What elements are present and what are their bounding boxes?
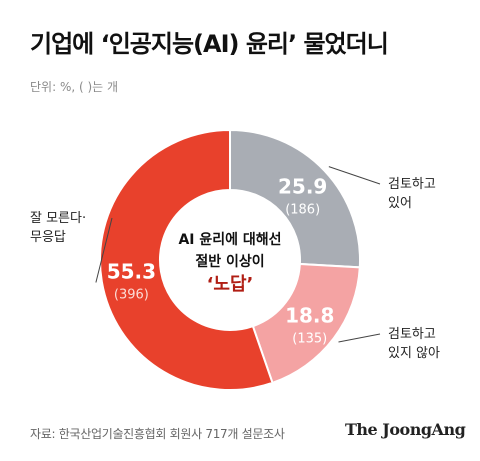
center-text-line3: ‘노답’ [207,274,254,295]
source-note: 자료: 한국산업기술진흥협회 회원사 717개 설문조사 [30,427,285,441]
leader-line [338,333,381,343]
center-text-line1: AI 윤리에 대해선 [178,232,281,248]
brand-logo: The JoongAng [345,420,466,439]
unit-note: 단위: %, ( )는 개 [30,80,119,94]
slice-value-label: 18.8 [285,303,334,327]
center-text-line2: 절반 이상이 [195,253,264,270]
slice-category-line: 검토하고 [388,327,436,342]
slice-count-label: (396) [114,288,149,303]
slice-value-label: 25.9 [278,174,327,198]
slice-category-line: 있지 않아 [388,346,440,361]
slice-category-line: 검토하고 [388,177,436,192]
slice-category-line: 있어 [388,196,412,211]
leader-line [328,166,381,185]
slice-category-label: 잘 모른다· 무응답 [30,211,86,245]
donut-slice [229,128,361,269]
leader-line [95,217,113,283]
donut-slice [99,128,274,391]
donut-slice [251,262,361,385]
slice-value-label: 55.3 [107,260,156,284]
slice-category-line: 잘 모른다· [30,211,86,226]
slice-count-label: (135) [292,331,327,346]
chart-title: 기업에 ‘인공지능(AI) 윤리’ 물었더니 [30,30,389,58]
slice-category-line: 무응답 [30,230,66,245]
slice-count-label: (186) [285,202,320,217]
